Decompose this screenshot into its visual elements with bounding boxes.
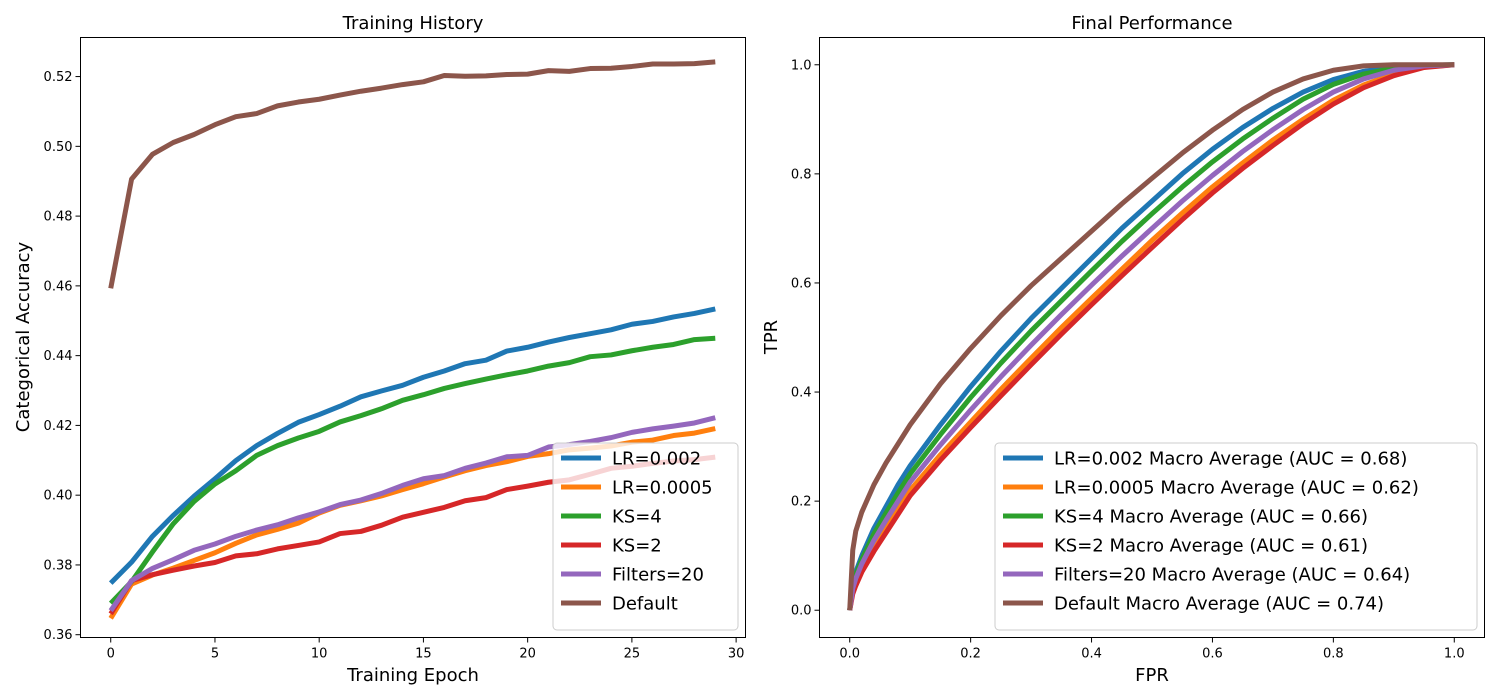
y-tick-label: 0.4 [791, 386, 812, 401]
x-tick-label: 0.4 [1081, 647, 1102, 662]
legend-label: Filters=20 [612, 565, 704, 586]
y-tick-label: 0.48 [44, 210, 73, 225]
legend-label: KS=2 Macro Average (AUC = 0.61) [1054, 536, 1368, 557]
series-line [108, 59, 716, 289]
legend-label: LR=0.0005 Macro Average (AUC = 0.62) [1054, 478, 1419, 499]
y-axis-label: TPR [761, 320, 782, 355]
legend-label: Default [612, 594, 678, 615]
y-tick-label: 0.50 [44, 140, 73, 155]
x-tick-label: 0 [107, 647, 115, 662]
series-lines [108, 59, 716, 620]
y-ticks: 0.36 0.38 0.40 0.42 0.44 0.46 0.48 0.50 0.52 [44, 70, 81, 643]
chart-title: Final Performance [1071, 13, 1232, 34]
legend-label: LR=0.0005 [612, 478, 713, 499]
series-line [847, 62, 1455, 611]
legend: LR=0.002 Macro Average (AUC = 0.68) LR=0.… [994, 442, 1478, 631]
legend-frame [994, 442, 1478, 631]
series-line [847, 62, 1455, 611]
y-tick-label: 0.52 [44, 70, 73, 85]
x-tick-label: 15 [415, 647, 432, 662]
y-tick-label: 0.44 [44, 349, 73, 364]
legend-label: KS=2 [612, 536, 662, 557]
final-performance-chart: Final Performance 0.0 0.2 0.4 0.6 0.8 1.0 0.0… [761, 13, 1485, 686]
series-line [108, 415, 716, 613]
y-axis-label: Categorical Accuracy [13, 241, 34, 432]
x-tick-label: 30 [728, 647, 745, 662]
y-tick-label: 0.0 [791, 604, 812, 619]
legend-label: Filters=20 Macro Average (AUC = 0.64) [1054, 565, 1410, 586]
y-tick-label: 1.0 [791, 58, 812, 73]
x-tick-label: 0.0 [839, 647, 860, 662]
y-tick-label: 0.8 [791, 167, 812, 182]
y-tick-label: 0.40 [44, 489, 73, 504]
x-tick-label: 20 [519, 647, 536, 662]
chart-title: Training History [342, 13, 484, 34]
y-tick-label: 0.2 [791, 495, 812, 510]
y-tick-label: 0.42 [44, 419, 73, 434]
training-history-chart: Training History 0 5 10 15 20 25 30 0.360.380.… [13, 13, 746, 686]
y-tick-label: 0.36 [44, 628, 73, 643]
x-ticks: 0.0 0.2 0.4 0.6 0.8 1.0 [839, 637, 1465, 662]
x-ticks: 0 5 10 15 20 25 30 [107, 637, 745, 662]
x-axis-label: Training Epoch [346, 665, 479, 686]
legend-frame [552, 442, 739, 631]
series-line [108, 306, 716, 585]
y-ticks: 0.0 0.2 0.4 0.6 0.8 1.0 [791, 58, 820, 619]
x-axis-label: FPR [1135, 665, 1169, 686]
series-line [847, 62, 1455, 611]
y-tick-label: 0.46 [44, 279, 73, 294]
x-tick-label: 1.0 [1444, 647, 1465, 662]
series-lines [847, 62, 1455, 611]
legend-label: LR=0.002 Macro Average (AUC = 0.68) [1054, 449, 1407, 470]
legend: LR=0.002 LR=0.0005 KS=4 KS=2 Filters=20 Defau… [552, 442, 739, 631]
plot-frame [80, 37, 746, 638]
x-tick-label: 0.6 [1202, 647, 1223, 662]
series-line [847, 62, 1455, 611]
x-tick-label: 0.2 [960, 647, 981, 662]
legend-label: KS=4 [612, 507, 662, 528]
x-tick-label: 10 [311, 647, 328, 662]
y-tick-label: 0.6 [791, 276, 812, 291]
legend-label: KS=4 Macro Average (AUC = 0.66) [1054, 507, 1368, 528]
legend-label: Default Macro Average (AUC = 0.74) [1054, 594, 1384, 615]
legend-label: LR=0.002 [612, 449, 701, 470]
series-line [847, 62, 1455, 611]
x-tick-label: 0.8 [1323, 647, 1344, 662]
x-tick-label: 5 [211, 647, 219, 662]
series-line [108, 335, 716, 606]
y-tick-label: 0.38 [44, 558, 73, 573]
plot-frame [819, 37, 1485, 638]
x-tick-label: 25 [624, 647, 641, 662]
